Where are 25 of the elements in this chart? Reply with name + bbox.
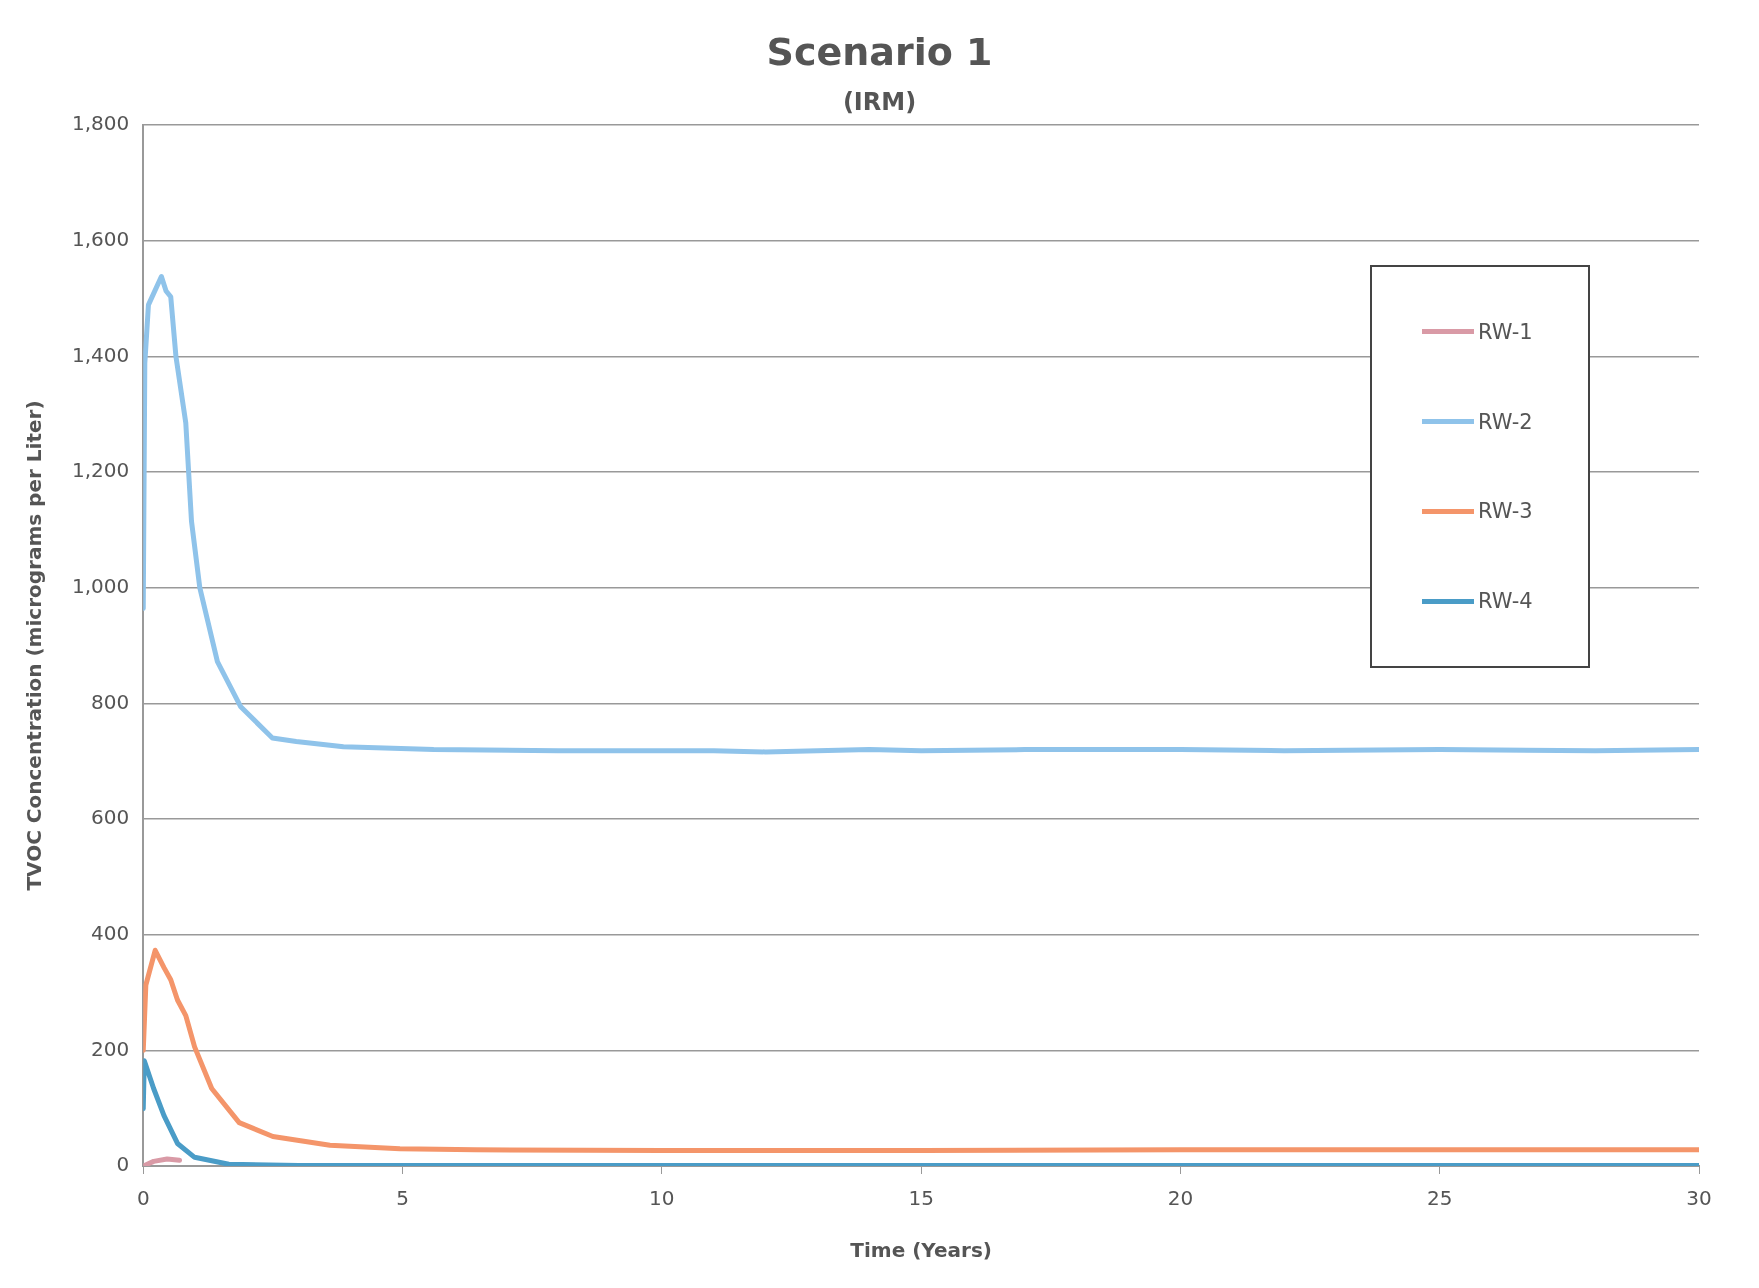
x-tick-label: 0 <box>136 1186 150 1211</box>
legend-label: RW-3 <box>1478 499 1533 524</box>
x-tick-label: 25 <box>1426 1186 1453 1211</box>
x-tick-label: 15 <box>908 1186 934 1211</box>
y-axis-title: TVOC Concentration (micrograms per Liter) <box>22 400 47 891</box>
x-tick-label: 10 <box>649 1186 675 1211</box>
legend-label: RW-4 <box>1478 589 1533 614</box>
y-tick-label: 200 <box>91 1036 130 1061</box>
legend-label: RW-2 <box>1478 409 1533 434</box>
y-tick-label: 1,600 <box>71 226 130 251</box>
y-tick-label: 1,200 <box>71 458 130 483</box>
x-tick-label: 5 <box>396 1186 409 1211</box>
y-tick-label: 800 <box>91 689 130 714</box>
x-tick-label: 30 <box>1686 1186 1712 1211</box>
y-tick-label: 600 <box>91 805 130 830</box>
y-tick-label: 1,000 <box>71 573 130 598</box>
chart-subtitle: (IRM) <box>842 88 917 116</box>
y-tick-label: 1,800 <box>71 111 130 136</box>
y-tick-label: 0 <box>116 1152 130 1177</box>
legend-label: RW-1 <box>1478 319 1533 344</box>
y-tick-label: 1,400 <box>71 342 130 367</box>
x-tick-label: 20 <box>1167 1186 1194 1211</box>
x-axis-title: Time (Years) <box>850 1238 992 1263</box>
y-tick-label: 400 <box>91 920 130 945</box>
chart-title: Scenario 1 <box>765 30 994 74</box>
